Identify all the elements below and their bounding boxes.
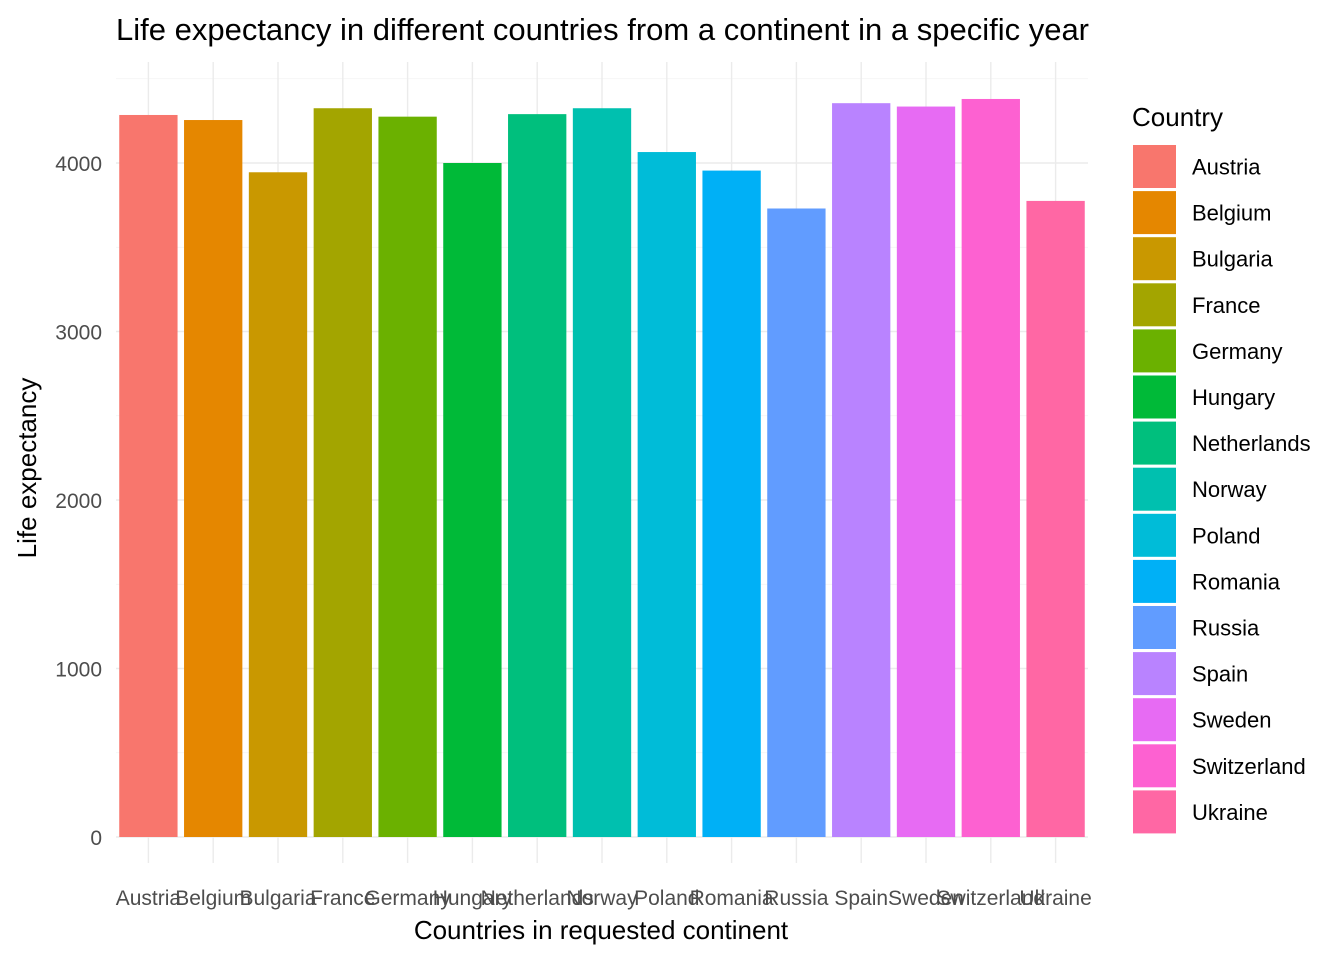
bar-spain	[832, 103, 891, 838]
legend-label: Belgium	[1192, 201, 1271, 226]
legend-items: Austria Belgium Bulgaria France Germany Hunga…	[1133, 145, 1311, 834]
legend-key-norway	[1133, 467, 1176, 511]
legend-key-ukraine	[1133, 790, 1176, 834]
chart-title: Life expectancy in different countries f…	[116, 12, 1089, 47]
bar-norway	[572, 108, 632, 838]
legend-key-bulgaria	[1133, 237, 1176, 281]
y-tick-label: 4000	[55, 153, 102, 176]
legend-label: Germany	[1192, 339, 1282, 364]
legend-label: Netherlands	[1192, 431, 1311, 456]
legend-key-poland	[1133, 513, 1176, 557]
bar-netherlands	[508, 114, 567, 837]
y-tick-label: 0	[90, 827, 102, 850]
legend-label: France	[1192, 293, 1260, 318]
legend-label: Austria	[1192, 155, 1261, 180]
legend-key-russia	[1133, 606, 1176, 649]
bar-switzerland	[961, 98, 1020, 838]
x-tick-label: Norway	[566, 887, 638, 910]
legend-label: Bulgaria	[1192, 247, 1273, 272]
x-axis-title: Countries in requested continent	[414, 915, 789, 945]
legend-key-romania	[1133, 559, 1176, 603]
legend-label: Hungary	[1192, 385, 1275, 410]
x-tick-label: Poland	[634, 887, 699, 910]
bar-germany	[378, 116, 437, 838]
y-tick-label: 1000	[55, 659, 102, 682]
legend-key-austria	[1133, 145, 1176, 188]
legend-label: Ukraine	[1192, 800, 1268, 825]
legend-title: Country	[1132, 102, 1223, 132]
y-tick-label: 3000	[55, 322, 102, 345]
x-tick-label: Russia	[764, 887, 829, 910]
x-tick-label: Germany	[364, 887, 451, 910]
x-tick-label: Romania	[690, 887, 774, 910]
legend-label: Romania	[1192, 569, 1281, 594]
x-tick-label: Spain	[834, 887, 888, 910]
legend-key-france	[1133, 283, 1176, 327]
x-tick-label: Switzerland	[937, 887, 1046, 910]
bar-ukraine	[1026, 200, 1085, 838]
bar-bulgaria	[248, 172, 308, 837]
legend-label: Switzerland	[1192, 754, 1306, 779]
y-tick-labels: 0 1000 2000 3000 4000	[55, 153, 102, 850]
legend-key-sweden	[1133, 698, 1176, 742]
x-tick-label: Sweden	[888, 887, 964, 910]
bar-romania	[702, 170, 761, 837]
bar-hungary	[443, 163, 502, 837]
x-tick-label: Bulgaria	[239, 887, 316, 910]
bar-russia	[767, 208, 826, 837]
legend: Country Austria Belgium Bulgaria France Germ…	[1132, 102, 1311, 834]
bar-poland	[637, 152, 696, 838]
bar-sweden	[896, 106, 956, 838]
bar-france	[313, 108, 372, 838]
x-tick-label: Belgium	[175, 887, 251, 910]
x-tick-label: France	[310, 887, 375, 910]
legend-key-germany	[1133, 329, 1176, 373]
x-tick-label: Netherlands	[481, 887, 594, 910]
x-tick-labels: AustriaBelgiumBulgariaFranceGermanyHunga…	[116, 887, 1092, 910]
x-tick-label: Ukraine	[1019, 887, 1091, 910]
y-tick-label: 2000	[55, 490, 102, 513]
legend-key-netherlands	[1133, 421, 1176, 465]
bars	[119, 98, 1085, 838]
y-axis-title: Life expectancy	[12, 378, 42, 559]
legend-label: Norway	[1192, 477, 1267, 502]
legend-key-belgium	[1133, 191, 1176, 235]
bar-austria	[119, 114, 178, 838]
legend-label: Poland	[1192, 523, 1261, 548]
legend-key-switzerland	[1133, 744, 1176, 788]
legend-label: Sweden	[1192, 708, 1272, 733]
legend-label: Russia	[1192, 616, 1260, 641]
legend-key-spain	[1133, 652, 1176, 696]
legend-key-hungary	[1133, 375, 1176, 419]
x-tick-label: Austria	[116, 887, 182, 910]
legend-label: Spain	[1192, 662, 1248, 687]
bar-belgium	[184, 120, 243, 838]
x-tick-label: Hungary	[433, 887, 513, 910]
